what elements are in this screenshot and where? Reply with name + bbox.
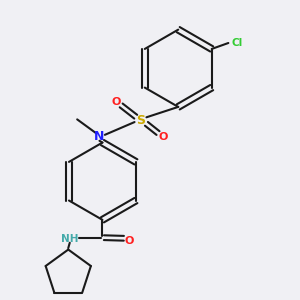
Text: N: N — [94, 130, 105, 143]
Text: O: O — [124, 236, 134, 246]
Text: O: O — [111, 97, 121, 107]
Text: S: S — [136, 114, 146, 127]
Text: Cl: Cl — [232, 38, 243, 48]
Text: O: O — [159, 132, 168, 142]
Text: NH: NH — [61, 234, 79, 244]
